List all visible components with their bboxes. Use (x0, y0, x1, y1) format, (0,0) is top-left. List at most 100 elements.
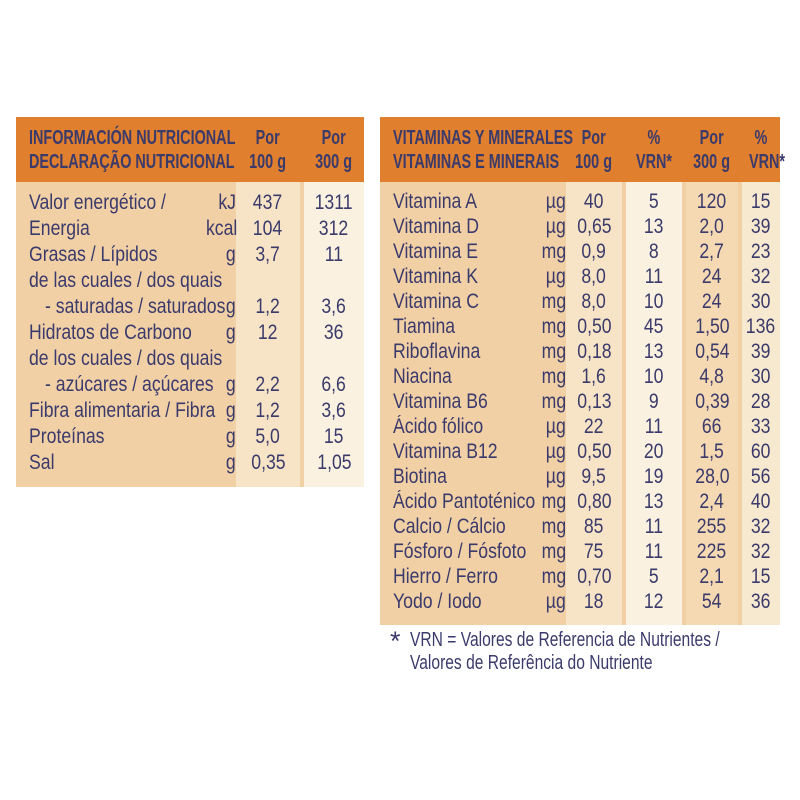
column-header-vrn-100g: % VRN* (635, 126, 672, 173)
footnote-line-pt: Valores de Referência do Nutriente (409, 652, 653, 674)
value-per-100g: 40 (584, 190, 604, 213)
nutrient-unit: µg (546, 440, 566, 463)
nutrient-label: Vitamina C (393, 290, 479, 313)
value-vrn-100g: 11 (644, 265, 664, 288)
value-per-100g: 18 (584, 590, 604, 613)
table-row: Vitamina E mg 0,9 8 2,7 23 (380, 239, 780, 264)
nutrient-label: Energia (29, 216, 90, 240)
nutrient-unit: µg (546, 415, 566, 438)
nutrient-unit: µg (546, 265, 566, 288)
nutrient-label: de los cuales / dos quais (29, 346, 223, 370)
value-per-300g: 54 (702, 590, 722, 613)
value-per-100g: 9,5 (581, 465, 607, 488)
vrn-footnote-text: VRN = Valores de Referencia de Nutriente… (410, 629, 800, 675)
column-header-per-300g: Por 300 g (315, 126, 353, 173)
nutrient-label: Tiamina (393, 315, 456, 338)
value-per-100g: 8,0 (581, 290, 607, 313)
column-band-per-300g (304, 182, 364, 487)
value-vrn-300g: 60 (751, 440, 771, 463)
table-row: Vitamina C mg 8,0 10 24 30 (380, 289, 780, 314)
column-header-per-300g: Por 300 g (693, 126, 731, 173)
value-per-300g: 66 (702, 415, 722, 438)
value-vrn-300g: 33 (751, 415, 771, 438)
table-row: de los cuales / dos quais (16, 345, 364, 371)
nutrient-unit: kJ (218, 190, 236, 214)
vrn-footnote: * VRN = Valores de Referencia de Nutrien… (390, 626, 792, 675)
value-vrn-100g: 19 (644, 465, 664, 488)
nutrient-unit: mg (541, 490, 566, 513)
value-per-300g: 2,4 (699, 490, 725, 513)
nutrient-label: de las cuales / dos quais (29, 268, 223, 292)
value-per-100g: 104 (253, 216, 283, 240)
nutrient-unit: mg (541, 340, 566, 363)
value-per-300g: 1,50 (694, 315, 730, 338)
table-row: Riboflavina mg 0,18 13 0,54 39 (380, 339, 780, 364)
nutrient-label: Grasas / Lípidos (29, 242, 158, 266)
title-line-es: INFORMACIÓN NUTRICIONAL (29, 126, 236, 149)
value-per-300g: 2,7 (699, 240, 725, 263)
value-per-100g: 3,7 (255, 242, 281, 266)
value-vrn-100g: 45 (644, 315, 664, 338)
value-per-100g: 0,70 (576, 565, 612, 588)
nutrient-unit: µg (546, 590, 566, 613)
value-per-100g: 5,0 (255, 424, 281, 448)
table-row: Calcio / Cálcio mg 85 11 255 32 (380, 514, 780, 539)
asterisk-marker: * (390, 626, 401, 656)
nutrient-label: Hidratos de Carbono (29, 320, 192, 344)
nutrient-label: Hierro / Ferro (393, 565, 498, 588)
value-per-300g: 11 (324, 242, 344, 266)
nutrient-unit: g (226, 450, 236, 474)
value-vrn-100g: 9 (649, 390, 659, 413)
table-row: Biotina µg 9,5 19 28,0 56 (380, 464, 780, 489)
value-vrn-300g: 15 (751, 565, 771, 588)
nutrient-unit: g (226, 424, 236, 448)
value-vrn-300g: 136 (746, 315, 776, 338)
column-header-per-100g: Por 100 g (575, 126, 613, 173)
value-vrn-300g: 15 (751, 190, 771, 213)
value-per-300g: 6,6 (321, 372, 347, 396)
table-row: Fósforo / Fósfoto mg 75 11 225 32 (380, 539, 780, 564)
nutrient-label: Vitamina B6 (393, 390, 488, 413)
value-per-300g: 1311 (315, 190, 353, 214)
value-per-300g: 2,1 (699, 565, 725, 588)
nutrient-label: Vitamina A (393, 190, 478, 213)
column-band-vrn-300g (742, 182, 780, 625)
nutrient-unit: mg (541, 315, 566, 338)
nutrient-unit: mg (541, 290, 566, 313)
nutrition-facts-header: INFORMACIÓN NUTRICIONAL DECLARAÇÃO NUTRI… (16, 117, 364, 182)
value-per-100g: 0,9 (581, 240, 607, 263)
nutrient-label: Sal (29, 450, 55, 474)
vitamins-minerals-header: VITAMINAS Y MINERALES VITAMINAS E MINERA… (380, 117, 785, 182)
nutrient-label: - saturadas / saturados (45, 294, 226, 318)
value-per-300g: 0,54 (694, 340, 730, 363)
nutrient-label: Valor energético / (29, 190, 166, 214)
nutrition-facts-title: INFORMACIÓN NUTRICIONAL DECLARAÇÃO NUTRI… (16, 126, 236, 174)
nutrient-label: Fibra alimentaria / Fibra (29, 398, 216, 422)
nutrient-unit: mg (541, 515, 566, 538)
nutrient-unit: µg (546, 465, 566, 488)
table-row: Vitamina B6 mg 0,13 9 0,39 28 (380, 389, 780, 414)
column-header-per-100g: Por 100 g (249, 126, 287, 173)
nutrient-unit: g (226, 320, 236, 344)
table-row: Hidratos de Carbono g 12 36 (16, 319, 364, 345)
value-per-100g: 0,13 (576, 390, 612, 413)
value-per-300g: 2,0 (699, 215, 725, 238)
value-vrn-100g: 10 (644, 290, 664, 313)
column-band-per-300g (686, 182, 738, 625)
nutrient-unit: g (226, 242, 236, 266)
value-vrn-300g: 30 (751, 290, 771, 313)
value-per-300g: 3,6 (321, 294, 347, 318)
vitamins-minerals-title: VITAMINAS Y MINERALES VITAMINAS E MINERA… (380, 126, 573, 174)
table-row: Tiamina mg 0,50 45 1,50 136 (380, 314, 780, 339)
value-per-100g: 1,2 (255, 398, 281, 422)
nutrient-label: Vitamina E (393, 240, 478, 263)
nutrient-unit: mg (541, 540, 566, 563)
value-per-300g: 1,5 (699, 440, 725, 463)
value-vrn-100g: 11 (644, 540, 664, 563)
table-row: Yodo / Iodo µg 18 12 54 36 (380, 589, 780, 614)
value-per-300g: 4,8 (699, 365, 725, 388)
value-per-300g: 3,6 (321, 398, 347, 422)
nutrient-label: Vitamina K (393, 265, 478, 288)
value-vrn-100g: 20 (644, 440, 664, 463)
table-row: Ácido Pantoténico mg 0,80 13 2,4 40 (380, 489, 780, 514)
